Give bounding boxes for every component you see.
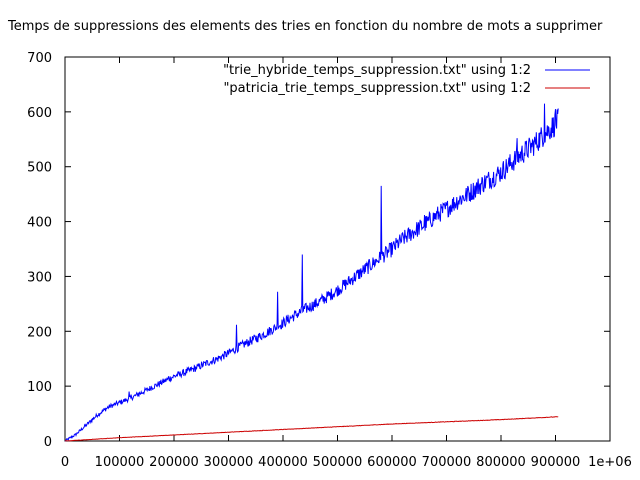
x-tick-label: 0 (61, 455, 69, 470)
x-tick-label: 600000 (367, 455, 417, 470)
y-tick-label: 300 (27, 270, 52, 285)
series-layer (64, 103, 559, 442)
y-tick-label: 0 (44, 435, 52, 450)
x-tick-label: 300000 (204, 455, 254, 470)
y-tick-label: 100 (27, 380, 52, 395)
x-tick-label: 1e+06 (588, 455, 632, 470)
y-axis: 0 100 200 300 400 500 600 700 (27, 51, 610, 450)
x-tick-label: 800000 (476, 455, 526, 470)
y-tick-label: 500 (27, 161, 52, 176)
legend: "trie_hybride_temps_suppression.txt" usi… (223, 63, 590, 96)
legend-label-1: "trie_hybride_temps_suppression.txt" usi… (223, 63, 531, 78)
x-tick-label: 500000 (313, 455, 363, 470)
x-tick-label: 400000 (258, 455, 308, 470)
series-line-1 (64, 103, 559, 442)
series-line-2 (65, 416, 559, 442)
y-tick-label: 700 (27, 51, 52, 66)
x-tick-label: 200000 (149, 455, 199, 470)
chart-title: Temps de suppressions des elements des t… (7, 19, 603, 34)
x-tick-label: 900000 (531, 455, 581, 470)
x-axis: 0 100000 200000 300000 400000 500000 600000 700… (61, 57, 632, 470)
y-tick-label: 200 (27, 325, 52, 340)
y-tick-label: 400 (27, 216, 52, 231)
legend-label-2: "patricia_trie_temps_suppression.txt" us… (223, 81, 531, 96)
x-tick-label: 100000 (95, 455, 145, 470)
y-tick-label: 600 (27, 106, 52, 121)
x-tick-label: 700000 (422, 455, 472, 470)
plot-frame (64, 56, 611, 442)
